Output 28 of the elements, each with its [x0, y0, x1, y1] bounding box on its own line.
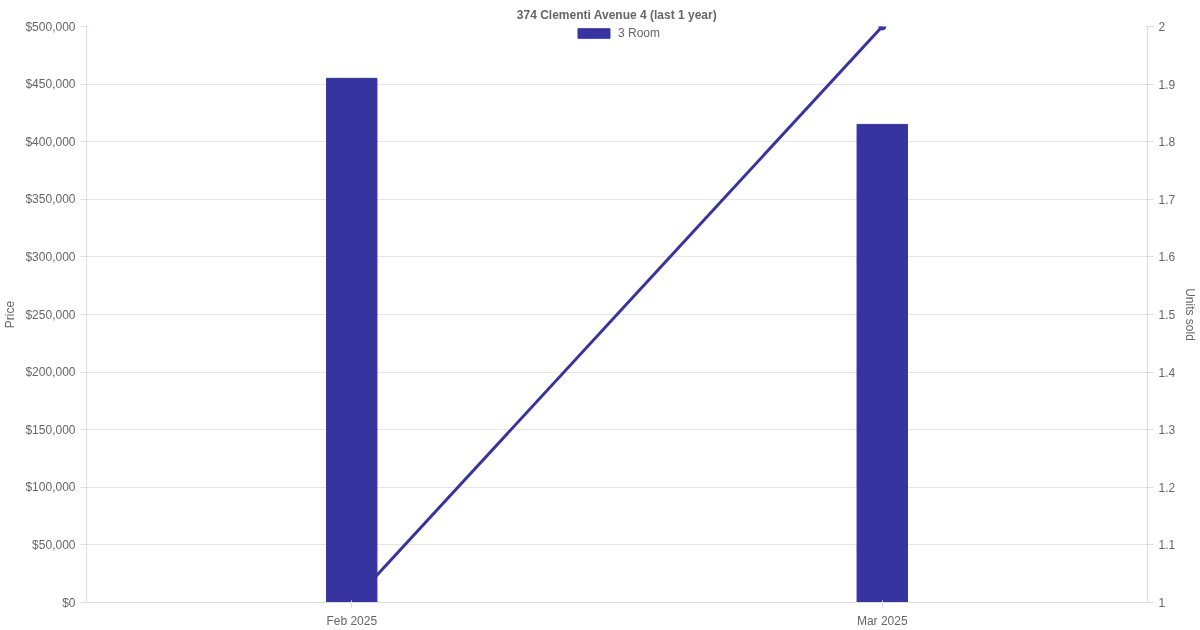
y-tick-label: $450,000 [25, 77, 76, 92]
y-tick-label: $200,000 [25, 365, 76, 380]
y2-tick-label: 1.2 [1158, 480, 1176, 495]
y2-tick-label: 1.4 [1158, 365, 1176, 380]
x-tick-label: Mar 2025 [856, 613, 908, 628]
y2-tick-label: 1.6 [1158, 250, 1176, 265]
y2-tick-label: 1 [1158, 596, 1166, 610]
y-tick-label: $400,000 [25, 134, 76, 149]
legend-label: 3 Room [617, 26, 661, 40]
y2-tick-label: 1.8 [1158, 135, 1176, 150]
y-axis-title: Price [3, 300, 18, 329]
y-tick-label: $50,000 [32, 537, 76, 552]
y-tick-label: $300,000 [25, 249, 76, 264]
y-tick-label: $100,000 [25, 480, 76, 495]
y2-tick-label: 1.3 [1158, 423, 1176, 438]
y-tick-label: $250,000 [25, 307, 76, 322]
chart-title: 374 Clementi Avenue 4 (last 1 year) [516, 7, 717, 22]
y-tick-label: $150,000 [25, 422, 76, 437]
y2-axis-title: Units sold [1183, 288, 1198, 341]
y2-tick-label: 1.9 [1158, 77, 1176, 92]
y-tick-label: $500,000 [25, 19, 76, 34]
y2-tick-label: 1.5 [1158, 308, 1176, 322]
x-tick-label: Feb 2025 [326, 613, 378, 628]
y-tick-label: $350,000 [25, 192, 76, 207]
y2-tick-label: 2 [1158, 20, 1166, 34]
y2-tick-label: 1.1 [1158, 538, 1176, 553]
y2-tick-label: 1.7 [1158, 192, 1176, 207]
y-tick-label: $0 [62, 595, 76, 610]
